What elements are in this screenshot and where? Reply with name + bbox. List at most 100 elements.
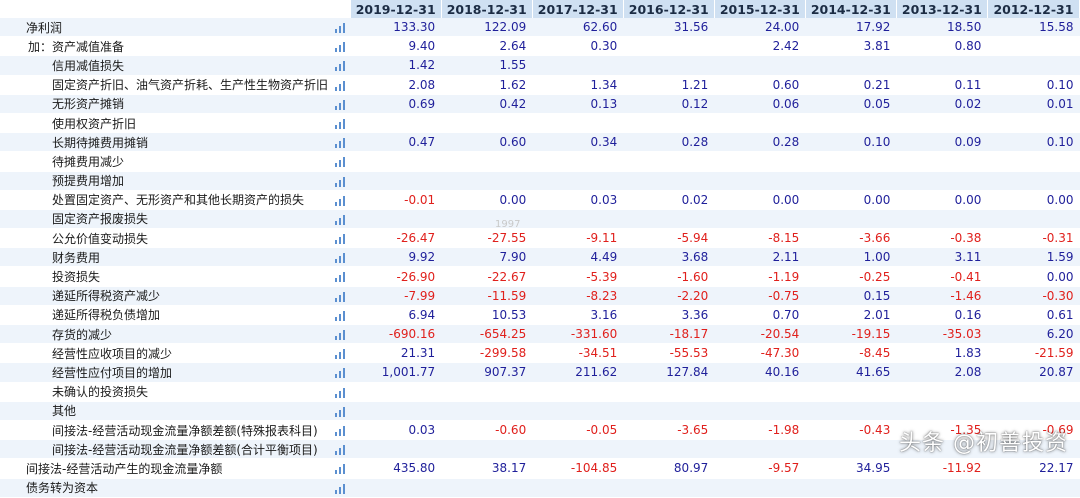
value-cell: 1,001.77 (350, 362, 442, 383)
value-cell: -299.58 (441, 343, 533, 364)
bar-chart-icon[interactable] (335, 22, 346, 33)
value-cell (714, 401, 806, 421)
value-cell (623, 171, 715, 191)
bar-chart-icon[interactable] (335, 41, 346, 53)
table-row: 长期待摊费用摊销 0.47 0.60 0.34 0.28 0.28 0.10 0.09 0.10 (0, 132, 1080, 153)
table-row: 经营性应收项目的减少 21.31 -299.58 -34.51 -55.53 -47.30… (0, 343, 1080, 364)
value-cell (441, 151, 533, 172)
value-cell: 9.92 (350, 247, 442, 268)
bar-chart-icon[interactable] (335, 156, 346, 168)
bar-chart-icon[interactable] (335, 271, 346, 283)
value-cell (623, 478, 715, 498)
value-cell: 0.21 (805, 75, 897, 95)
value-cell: 15.58 (987, 18, 1080, 38)
column-header[interactable]: 2014-12-31 (805, 0, 897, 18)
row-label: 加：资产减值准备 (28, 39, 125, 54)
value-cell: -8.15 (714, 228, 806, 249)
value-cell (623, 401, 715, 421)
bar-chart-icon[interactable] (335, 329, 346, 340)
row-label: 财务费用 (52, 250, 101, 265)
bar-chart-icon[interactable] (335, 310, 346, 321)
bar-chart-icon[interactable] (335, 444, 346, 456)
table-row: 净利润 133.30 122.09 62.60 31.56 24.00 17.92 18.50… (0, 18, 1080, 38)
bar-chart-icon[interactable] (335, 214, 346, 225)
value-cell: 18.50 (896, 18, 988, 38)
column-header[interactable]: 2017-12-31 (532, 0, 624, 18)
row-label-cell: 未确认的投资损失 (0, 382, 351, 402)
row-label-cell: 处置固定资产、无形资产和其他长期资产的损失 (0, 190, 351, 210)
value-cell: 21.31 (350, 343, 442, 364)
table-row: 间接法-经营活动产生的现金流量净额 435.80 38.17 -104.85 80.97… (0, 458, 1080, 479)
table-row: 未确认的投资损失 (0, 382, 1080, 402)
bar-chart-icon[interactable] (335, 252, 346, 264)
value-cell: 0.00 (987, 190, 1080, 210)
value-cell: 0.47 (350, 132, 442, 153)
value-cell (532, 382, 624, 402)
value-cell (714, 209, 806, 230)
bar-chart-icon[interactable] (335, 99, 346, 110)
value-cell (441, 401, 533, 421)
bar-chart-icon[interactable] (335, 233, 346, 245)
value-cell: 0.03 (350, 420, 442, 441)
bar-chart-icon[interactable] (335, 425, 346, 436)
column-header[interactable]: 2016-12-31 (623, 0, 715, 18)
row-label-cell: 净利润 (0, 18, 351, 38)
row-label-cell: 无形资产摊销 (0, 94, 351, 114)
bar-chart-icon[interactable] (335, 291, 346, 302)
bar-chart-icon[interactable] (335, 137, 346, 149)
value-cell (441, 478, 533, 498)
value-cell (714, 151, 806, 172)
value-cell: 0.13 (532, 94, 624, 114)
value-cell (623, 382, 715, 402)
value-cell: 0.06 (714, 94, 806, 114)
value-cell: 0.60 (714, 75, 806, 95)
value-cell: 6.94 (350, 305, 442, 326)
value-cell (896, 478, 988, 498)
bar-chart-icon[interactable] (335, 60, 346, 72)
value-cell: 62.60 (532, 18, 624, 38)
value-cell (896, 55, 988, 76)
value-cell (623, 439, 715, 460)
value-cell (714, 113, 806, 134)
value-cell: 0.30 (532, 36, 624, 57)
table-row: 公允价值变动损失 -26.47 -27.55 -9.11 -5.94 -8.15 -3.66… (0, 228, 1080, 249)
column-header[interactable]: 2019-12-31 (350, 0, 442, 18)
value-cell (714, 478, 806, 498)
table-row: 处置固定资产、无形资产和其他长期资产的损失 -0.01 0.00 0.03 0.02 0.… (0, 190, 1080, 210)
value-cell (987, 382, 1080, 402)
value-cell: -0.25 (805, 266, 897, 287)
row-label-cell: 待摊费用减少 (0, 151, 351, 172)
bar-chart-icon[interactable] (335, 195, 346, 206)
row-label: 无形资产摊销 (52, 97, 125, 112)
column-header[interactable]: 2012-12-31 (987, 0, 1080, 18)
value-cell (441, 171, 533, 191)
value-cell: 0.15 (805, 286, 897, 306)
value-cell: 0.00 (714, 190, 806, 210)
value-cell (987, 55, 1080, 76)
column-header[interactable]: 2015-12-31 (714, 0, 806, 18)
column-header[interactable]: 2013-12-31 (896, 0, 988, 18)
value-cell: -11.59 (441, 286, 533, 306)
value-cell (532, 439, 624, 460)
row-label-cell: 公允价值变动损失 (0, 228, 351, 249)
bar-chart-icon[interactable] (335, 348, 346, 360)
bar-chart-icon[interactable] (335, 118, 346, 129)
value-cell: -7.99 (350, 286, 442, 306)
value-cell (805, 113, 897, 134)
row-label-cell: 间接法-经营活动产生的现金流量净额 (0, 458, 351, 479)
value-cell: 0.42 (441, 94, 533, 114)
value-cell: -26.90 (350, 266, 442, 287)
row-label: 经营性应收项目的减少 (52, 346, 173, 361)
value-cell: 80.97 (623, 458, 715, 479)
bar-chart-icon[interactable] (335, 176, 346, 187)
bar-chart-icon[interactable] (335, 80, 346, 91)
bar-chart-icon[interactable] (335, 483, 346, 494)
column-header[interactable]: 2018-12-31 (441, 0, 533, 18)
row-label: 递延所得税负债增加 (52, 308, 161, 323)
value-cell: 3.68 (623, 247, 715, 268)
bar-chart-icon[interactable] (335, 387, 346, 398)
value-cell: 1.55 (441, 55, 533, 76)
bar-chart-icon[interactable] (335, 406, 346, 417)
bar-chart-icon[interactable] (335, 463, 346, 475)
bar-chart-icon[interactable] (335, 367, 346, 379)
